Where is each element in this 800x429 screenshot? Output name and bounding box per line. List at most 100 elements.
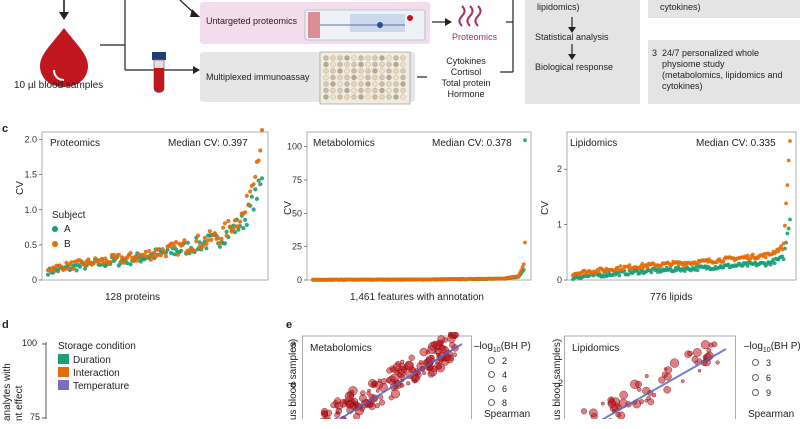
data-point bbox=[86, 257, 91, 262]
data-point bbox=[244, 222, 249, 227]
data-point bbox=[172, 252, 177, 257]
plot-frame bbox=[564, 335, 736, 419]
size-legend-item: 4 bbox=[488, 368, 507, 382]
immunoassay-outputs: Cytokines Cortisol Total protein Hormone bbox=[432, 56, 500, 100]
plate-well bbox=[372, 68, 378, 74]
data-point bbox=[519, 268, 524, 273]
legend-item-duration: Duration bbox=[58, 354, 111, 366]
data-point bbox=[523, 138, 527, 143]
plate-well bbox=[365, 61, 371, 68]
workflow-diagram bbox=[40, 0, 800, 105]
data-point bbox=[116, 252, 121, 257]
data-point bbox=[428, 341, 438, 351]
data-point bbox=[645, 265, 650, 270]
output-cytokines: Cytokines bbox=[446, 56, 486, 66]
data-point bbox=[323, 411, 328, 417]
plate-well bbox=[358, 87, 364, 94]
immunoassay-label: Multiplexed immunoassay bbox=[206, 72, 310, 82]
spearman-label: Spearman bbox=[748, 409, 795, 420]
data-point bbox=[334, 403, 340, 409]
legend-title-suffix: (BH P) bbox=[500, 341, 531, 352]
plate-well bbox=[372, 74, 378, 81]
data-point bbox=[83, 266, 88, 271]
data-point bbox=[217, 241, 222, 246]
data-point bbox=[695, 268, 700, 273]
study-text-line: 24/7 personalized whole bbox=[662, 48, 760, 58]
y-tick-label: 75 bbox=[292, 175, 302, 185]
data-point bbox=[647, 398, 655, 406]
plate-well bbox=[330, 87, 336, 94]
data-point bbox=[162, 249, 167, 254]
data-point bbox=[406, 381, 411, 386]
data-point bbox=[194, 239, 199, 244]
plate-well bbox=[351, 87, 357, 94]
plate-well bbox=[365, 68, 371, 74]
legend-item-b: B bbox=[52, 239, 71, 250]
data-point bbox=[391, 378, 395, 383]
plate-well bbox=[358, 94, 364, 100]
legend-label: Duration bbox=[73, 355, 111, 366]
chart-title: Lipidomics bbox=[572, 343, 620, 354]
data-point bbox=[52, 268, 57, 273]
plate-well bbox=[393, 87, 399, 94]
median-cv: Median CV: 0.397 bbox=[168, 138, 248, 149]
plate-well bbox=[344, 94, 350, 100]
data-point bbox=[377, 378, 382, 383]
size-legend-label: 3 bbox=[766, 358, 772, 368]
data-point bbox=[236, 224, 241, 229]
series-A bbox=[311, 138, 527, 282]
protein-icon bbox=[458, 5, 482, 27]
plate-well bbox=[358, 61, 364, 68]
y-tick-label: 100 bbox=[22, 338, 38, 348]
plate-well bbox=[393, 61, 399, 68]
median-cv: Median CV: 0.378 bbox=[432, 138, 512, 149]
regression-line bbox=[601, 348, 727, 419]
plate-well bbox=[400, 87, 406, 94]
data-point bbox=[649, 270, 654, 275]
data-point bbox=[435, 363, 446, 373]
data-point bbox=[152, 250, 157, 255]
data-point bbox=[185, 240, 190, 245]
data-point bbox=[231, 226, 236, 231]
data-point bbox=[207, 229, 212, 234]
data-point bbox=[785, 183, 790, 187]
plate-well bbox=[337, 81, 343, 87]
plate-well bbox=[365, 87, 371, 94]
data-point bbox=[615, 411, 622, 418]
data-point bbox=[259, 128, 265, 133]
data-point bbox=[253, 174, 258, 179]
data-point bbox=[241, 226, 246, 231]
pipeline-box bbox=[525, 0, 640, 104]
plot-frame bbox=[302, 335, 472, 419]
plate-well bbox=[400, 74, 406, 81]
data-point bbox=[227, 224, 233, 229]
data-point bbox=[449, 341, 456, 349]
plate-well bbox=[386, 87, 392, 94]
data-point bbox=[91, 260, 96, 266]
data-point bbox=[581, 408, 588, 415]
data-point bbox=[232, 218, 238, 223]
tube-cap-icon bbox=[152, 52, 166, 60]
data-point bbox=[390, 389, 401, 399]
plate-well bbox=[344, 55, 350, 61]
data-point bbox=[400, 359, 405, 364]
panel-d-plot bbox=[42, 342, 47, 419]
data-point bbox=[617, 273, 622, 278]
proteomics-plot: 0 0.5 1.0 1.5 2.0 bbox=[24, 128, 269, 285]
arrow-head bbox=[190, 9, 200, 17]
plate-well bbox=[365, 81, 371, 87]
size-legend-label: 6 bbox=[766, 373, 772, 383]
size-legend-label: 4 bbox=[502, 370, 508, 380]
data-point bbox=[258, 182, 263, 187]
data-point bbox=[128, 262, 133, 267]
data-point bbox=[147, 249, 152, 254]
plate-well bbox=[330, 68, 336, 74]
y-tick-label: 100 bbox=[287, 142, 302, 152]
legend-dot bbox=[52, 226, 58, 232]
data-point bbox=[219, 236, 224, 241]
plate-wells bbox=[323, 55, 406, 100]
data-point bbox=[418, 360, 424, 365]
data-point bbox=[439, 344, 446, 351]
arrow-head bbox=[445, 18, 452, 26]
data-point bbox=[644, 398, 649, 403]
